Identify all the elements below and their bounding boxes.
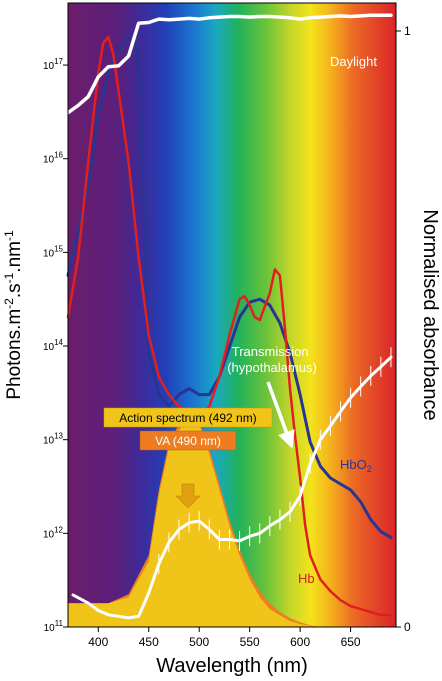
y-left-tick-label: 1012	[43, 525, 64, 540]
daylight-label: Daylight	[330, 54, 377, 69]
x-tick-label: 400	[88, 635, 108, 649]
plot-background	[68, 3, 396, 627]
x-tick-label: 500	[189, 635, 209, 649]
y-right-tick-label: 1	[404, 24, 411, 38]
x-axis-label: Wavelength (nm)	[156, 655, 308, 677]
va-label: VA (490 nm)	[155, 434, 221, 448]
y-left-tick-label: 1014	[43, 338, 64, 353]
hb-label: Hb	[298, 571, 315, 586]
action-spectrum-label: Action spectrum (492 nm)	[119, 411, 256, 425]
x-tick-label: 600	[290, 635, 310, 649]
plot-frame	[67, 2, 397, 628]
y-left-tick-label: 1017	[43, 57, 64, 72]
y-left-tick-label: 1011	[44, 619, 64, 634]
x-tick-label: 450	[139, 635, 159, 649]
transmission-label: Transmission (hypothalamus)	[227, 344, 317, 375]
action-spectrum-arrow	[175, 483, 201, 509]
x-tick-label: 650	[341, 635, 361, 649]
hbo2-line	[66, 35, 393, 540]
y-left-tick-label: 1016	[43, 151, 64, 166]
y-left-tick-label: 1013	[43, 432, 64, 447]
y-axis-left-label: Photons.m-2.s-1.nm-1	[2, 230, 25, 400]
hb-line	[66, 35, 393, 617]
x-tick-label: 550	[240, 635, 260, 649]
hbo2-label: HbO2	[340, 457, 372, 474]
y-axis-right-label: Normalised absorbance	[419, 209, 441, 420]
transmission-line	[71, 355, 393, 620]
action-spectrum-badge	[103, 407, 273, 428]
daylight-line	[66, 13, 393, 115]
y-left-tick-label: 1015	[43, 244, 64, 259]
y-right-tick-label: 0	[404, 620, 411, 634]
transmission-arrow	[266, 381, 295, 449]
va-badge	[139, 430, 237, 451]
